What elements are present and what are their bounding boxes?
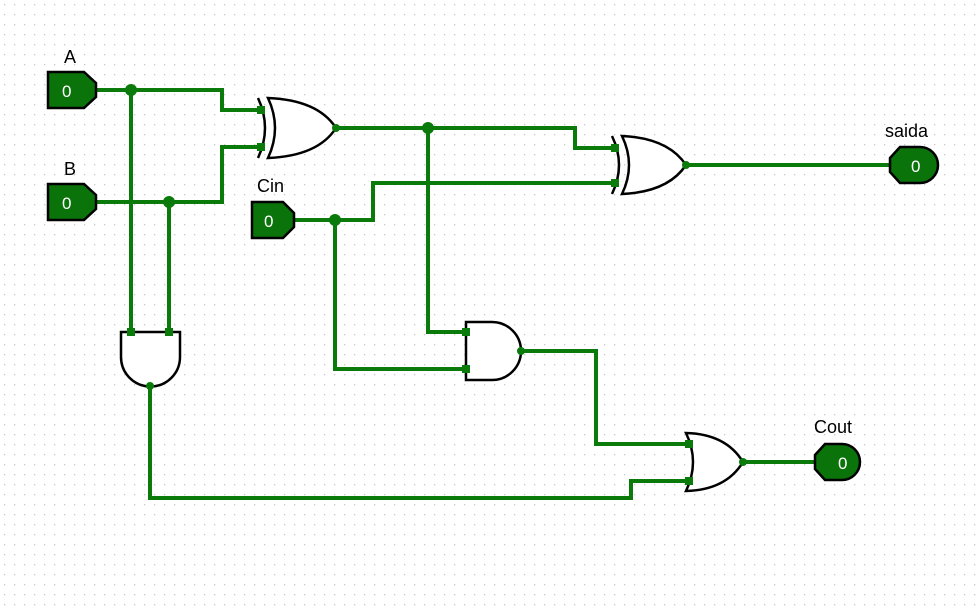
and-gate-2[interactable] [119, 328, 182, 390]
output-label-cout: Cout [814, 417, 852, 437]
junction-xor1-out [422, 122, 434, 134]
output-pin-saida[interactable]: saida 0 [885, 121, 940, 185]
wire-xor1-to-and1[interactable] [426, 126, 468, 334]
output-value-saida: 0 [911, 157, 920, 176]
output-value-cout: 0 [838, 454, 847, 473]
input-value-a: 0 [62, 82, 71, 101]
input-label-a: A [64, 47, 76, 67]
xor-gate-2[interactable] [610, 134, 690, 196]
input-pin-cin[interactable]: Cin 0 [250, 176, 296, 240]
junction-cin [329, 214, 341, 226]
output-pin-cout[interactable]: Cout 0 [813, 417, 862, 482]
junction-a [125, 84, 137, 96]
wire-and2-out[interactable] [148, 384, 692, 500]
input-pin-b[interactable]: B 0 [46, 159, 98, 222]
xor-gate-1[interactable] [256, 96, 340, 160]
wire-xor1-out[interactable] [334, 126, 619, 150]
wire-and1-out[interactable] [519, 349, 692, 446]
junction-b [163, 196, 175, 208]
wire-b[interactable] [94, 145, 264, 204]
and-gate-1[interactable] [462, 320, 525, 382]
output-label-saida: saida [885, 121, 929, 141]
wire-cin-to-and1[interactable] [333, 218, 468, 371]
input-pin-a[interactable]: A 0 [46, 47, 98, 110]
wires [94, 88, 892, 500]
wire-a[interactable] [94, 88, 264, 112]
input-label-b: B [64, 159, 76, 179]
junctions [125, 84, 434, 226]
input-value-b: 0 [62, 194, 71, 213]
input-label-cin: Cin [257, 176, 284, 196]
or-gate[interactable] [683, 431, 747, 493]
input-value-cin: 0 [264, 212, 273, 231]
